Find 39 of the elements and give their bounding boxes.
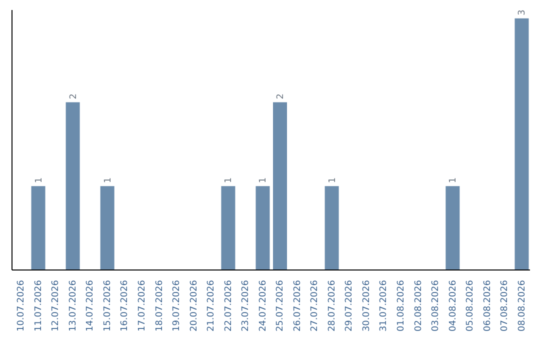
x-tick-label: 14.07.2026 xyxy=(86,280,96,332)
x-tick-label: 30.07.2026 xyxy=(362,280,372,332)
x-tick-label: 13.07.2026 xyxy=(68,280,78,332)
x-tick-label: 03.08.2026 xyxy=(431,280,442,332)
data-label: 2 xyxy=(276,94,286,100)
data-label: 1 xyxy=(34,177,44,184)
x-tick-label: 07.08.2026 xyxy=(500,280,510,332)
x-tick-label: 20.07.2026 xyxy=(189,280,200,332)
data-label: 1 xyxy=(328,177,338,184)
x-tick-label: 31.07.2026 xyxy=(379,280,390,332)
x-tick-label: 10.07.2026 xyxy=(16,280,27,332)
x-tick-label: 23.07.2026 xyxy=(241,280,252,332)
data-label: 1 xyxy=(224,177,234,184)
x-tick-label: 28.07.2026 xyxy=(327,280,338,332)
x-tick-label: 22.07.2026 xyxy=(224,280,234,332)
x-tick-label: 01.08.2026 xyxy=(396,280,406,332)
x-tick-label: 15.07.2026 xyxy=(102,280,113,332)
data-label: 2 xyxy=(68,94,79,100)
x-tick-label: 27.07.2026 xyxy=(310,280,320,332)
x-tick-label: 04.08.2026 xyxy=(448,280,458,332)
x-tick-label: 26.07.2026 xyxy=(292,280,303,332)
x-tick-label: 29.07.2026 xyxy=(344,280,355,332)
x-tick-label: 16.07.2026 xyxy=(120,280,130,332)
x-tick-label: 21.07.2026 xyxy=(206,280,217,332)
x-tick-label: 08.08.2026 xyxy=(517,280,528,332)
x-tick-label: 06.08.2026 xyxy=(482,280,493,332)
x-tick-label: 18.07.2026 xyxy=(154,280,165,332)
x-tick-label: 24.07.2026 xyxy=(258,280,268,332)
data-label: 1 xyxy=(448,177,459,184)
x-tick-label: 05.08.2026 xyxy=(466,280,476,332)
x-tick-label: 19.07.2026 xyxy=(172,280,182,332)
data-label: 1 xyxy=(258,177,269,184)
x-tick-label: 02.08.2026 xyxy=(414,280,424,332)
x-tick-label: 12.07.2026 xyxy=(51,280,62,332)
x-tick-label: 25.07.2026 xyxy=(276,280,286,332)
data-label: 3 xyxy=(518,10,528,16)
data-label: 1 xyxy=(103,177,114,184)
x-tick-label: 17.07.2026 xyxy=(138,280,148,332)
x-tick-label: 11.07.2026 xyxy=(34,280,44,332)
